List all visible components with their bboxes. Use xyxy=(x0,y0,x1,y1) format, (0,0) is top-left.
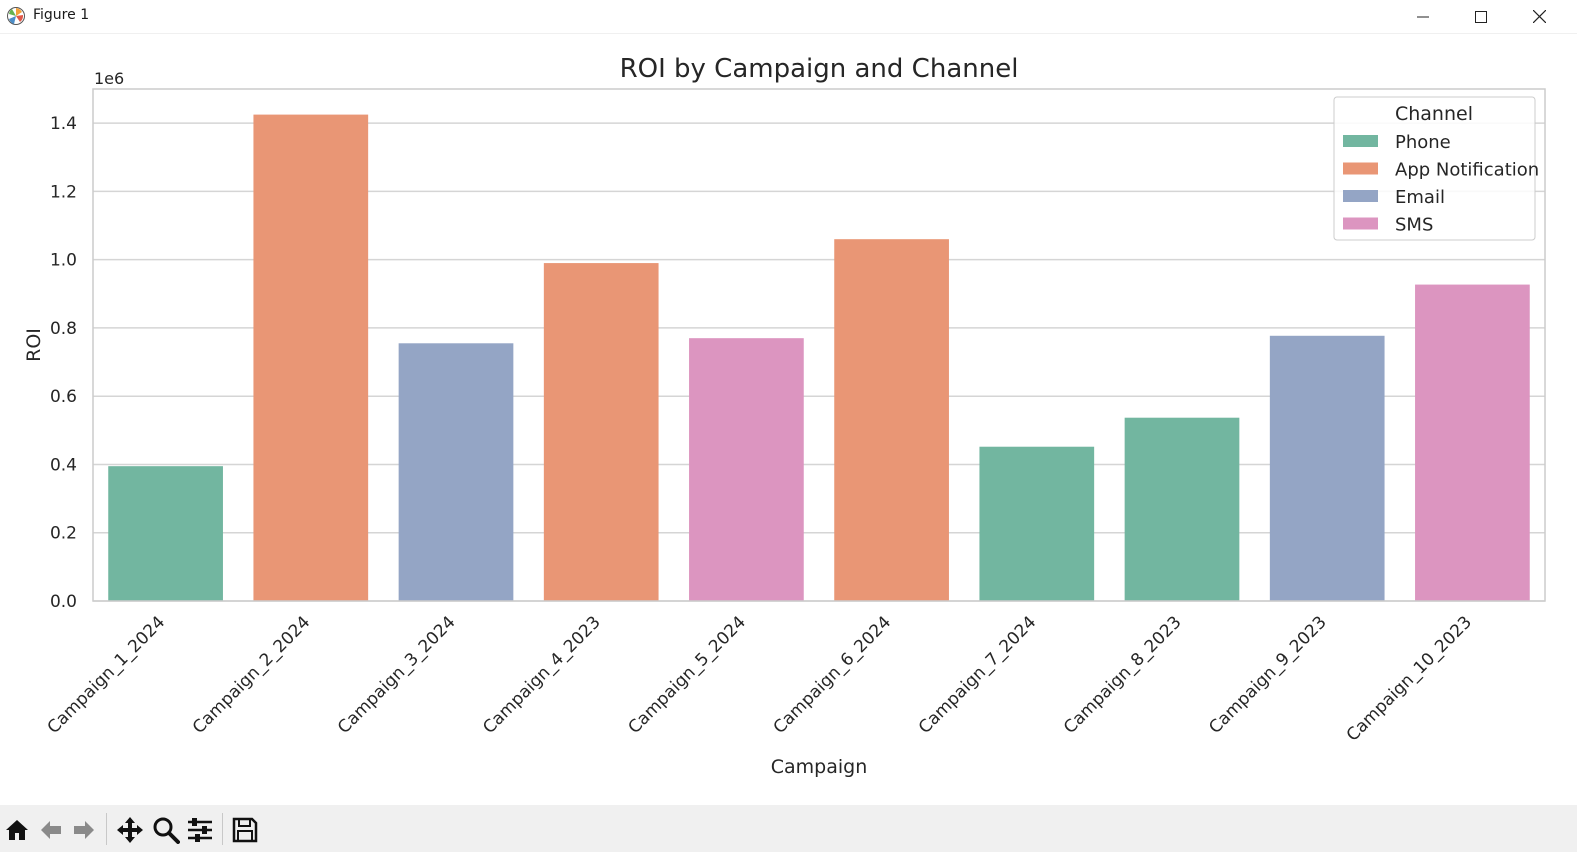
pan-icon xyxy=(117,817,143,843)
maximize-icon xyxy=(1475,10,1487,23)
x-tick-label: Campaign_7_2024 xyxy=(915,612,1040,737)
legend: Channel Phone App Notification Email SMS xyxy=(1333,96,1539,241)
x-tick-label: Campaign_5_2024 xyxy=(624,612,749,737)
legend-swatch xyxy=(1343,162,1378,175)
close-button[interactable] xyxy=(1510,0,1568,33)
x-tick-label: Campaign_6_2024 xyxy=(770,612,895,737)
y-tick-label: 0.8 xyxy=(50,319,77,339)
y-tick-label: 0.2 xyxy=(50,524,77,544)
y-tick-label: 1.0 xyxy=(50,251,77,271)
bar-Campaign_8_2023 xyxy=(1124,417,1240,601)
bar-Campaign_5_2024 xyxy=(689,338,804,601)
forward-icon xyxy=(74,821,94,839)
navigation-toolbar xyxy=(0,805,1577,852)
x-tick-label: Campaign_8_2023 xyxy=(1060,612,1185,737)
legend-swatch xyxy=(1343,217,1378,230)
window-title: Figure 1 xyxy=(33,7,90,23)
bar-Campaign_4_2023 xyxy=(543,263,659,601)
x-tick-label: Campaign_9_2023 xyxy=(1205,612,1330,737)
save-icon xyxy=(232,817,258,843)
y-tick-label: 1.2 xyxy=(50,182,77,202)
minimize-icon xyxy=(1417,16,1429,17)
matplotlib-logo-icon xyxy=(7,7,25,25)
configure-icon xyxy=(188,818,212,842)
zoom-icon xyxy=(153,817,180,844)
home-icon xyxy=(6,820,28,840)
zoom-button[interactable] xyxy=(151,815,181,845)
bar-Campaign_2_2024 xyxy=(253,114,369,601)
bar-Campaign_3_2024 xyxy=(398,343,514,601)
x-tick-label: Campaign_4_2023 xyxy=(479,612,604,737)
legend-entry-label: SMS xyxy=(1395,215,1433,236)
x-axis-label: Campaign xyxy=(771,756,868,778)
configure-button[interactable] xyxy=(185,815,215,845)
y-tick-label: 0.6 xyxy=(50,387,77,407)
minimize-button[interactable] xyxy=(1394,0,1452,33)
x-tick-label: Campaign_3_2024 xyxy=(334,612,459,737)
toolbar-separator xyxy=(106,813,107,845)
y-tick-label: 0.0 xyxy=(50,592,77,612)
y-tick-label: 0.4 xyxy=(50,455,77,475)
y-tick-label: 1.4 xyxy=(50,114,77,134)
x-tick-label: Campaign_1_2024 xyxy=(44,612,169,737)
maximize-button[interactable] xyxy=(1452,0,1510,33)
toolbar-separator xyxy=(222,813,223,845)
y-offset-label: 1e6 xyxy=(94,69,124,88)
axes-frame xyxy=(92,88,1546,602)
legend-entry-label: App Notification xyxy=(1395,160,1539,181)
legend-title: Channel xyxy=(1395,103,1473,125)
save-button[interactable] xyxy=(230,815,260,845)
legend-swatch xyxy=(1343,135,1378,147)
x-tick-label: Campaign_2_2024 xyxy=(189,612,314,737)
figure-canvas[interactable]: 0.0 0.2 0.4 0.6 0.8 1.0 1.2 1.4 Campaign_1_2024… xyxy=(0,34,1577,804)
bar-Campaign_1_2024 xyxy=(108,466,223,601)
x-tick-label: Campaign_10_2023 xyxy=(1343,612,1476,745)
bar-Campaign_7_2024 xyxy=(979,446,1095,601)
bar-chart: 0.0 0.2 0.4 0.6 0.8 1.0 1.2 1.4 Campaign_1_2024… xyxy=(23,54,1546,778)
back-icon xyxy=(41,821,61,839)
back-button[interactable] xyxy=(36,815,66,845)
chart-title: ROI by Campaign and Channel xyxy=(620,54,1019,84)
home-button[interactable] xyxy=(2,815,32,845)
close-icon xyxy=(1532,10,1546,23)
bar-Campaign_9_2023 xyxy=(1269,335,1385,601)
window-titlebar: Figure 1 xyxy=(0,0,1577,34)
y-axis-label: ROI xyxy=(23,328,45,362)
bar-Campaign_6_2024 xyxy=(834,239,949,602)
bar-Campaign_10_2023 xyxy=(1415,284,1530,601)
legend-entry-label: Email xyxy=(1395,187,1445,208)
forward-button[interactable] xyxy=(69,815,99,845)
legend-swatch xyxy=(1343,190,1378,202)
legend-entry-label: Phone xyxy=(1395,132,1451,153)
pan-button[interactable] xyxy=(115,815,145,845)
